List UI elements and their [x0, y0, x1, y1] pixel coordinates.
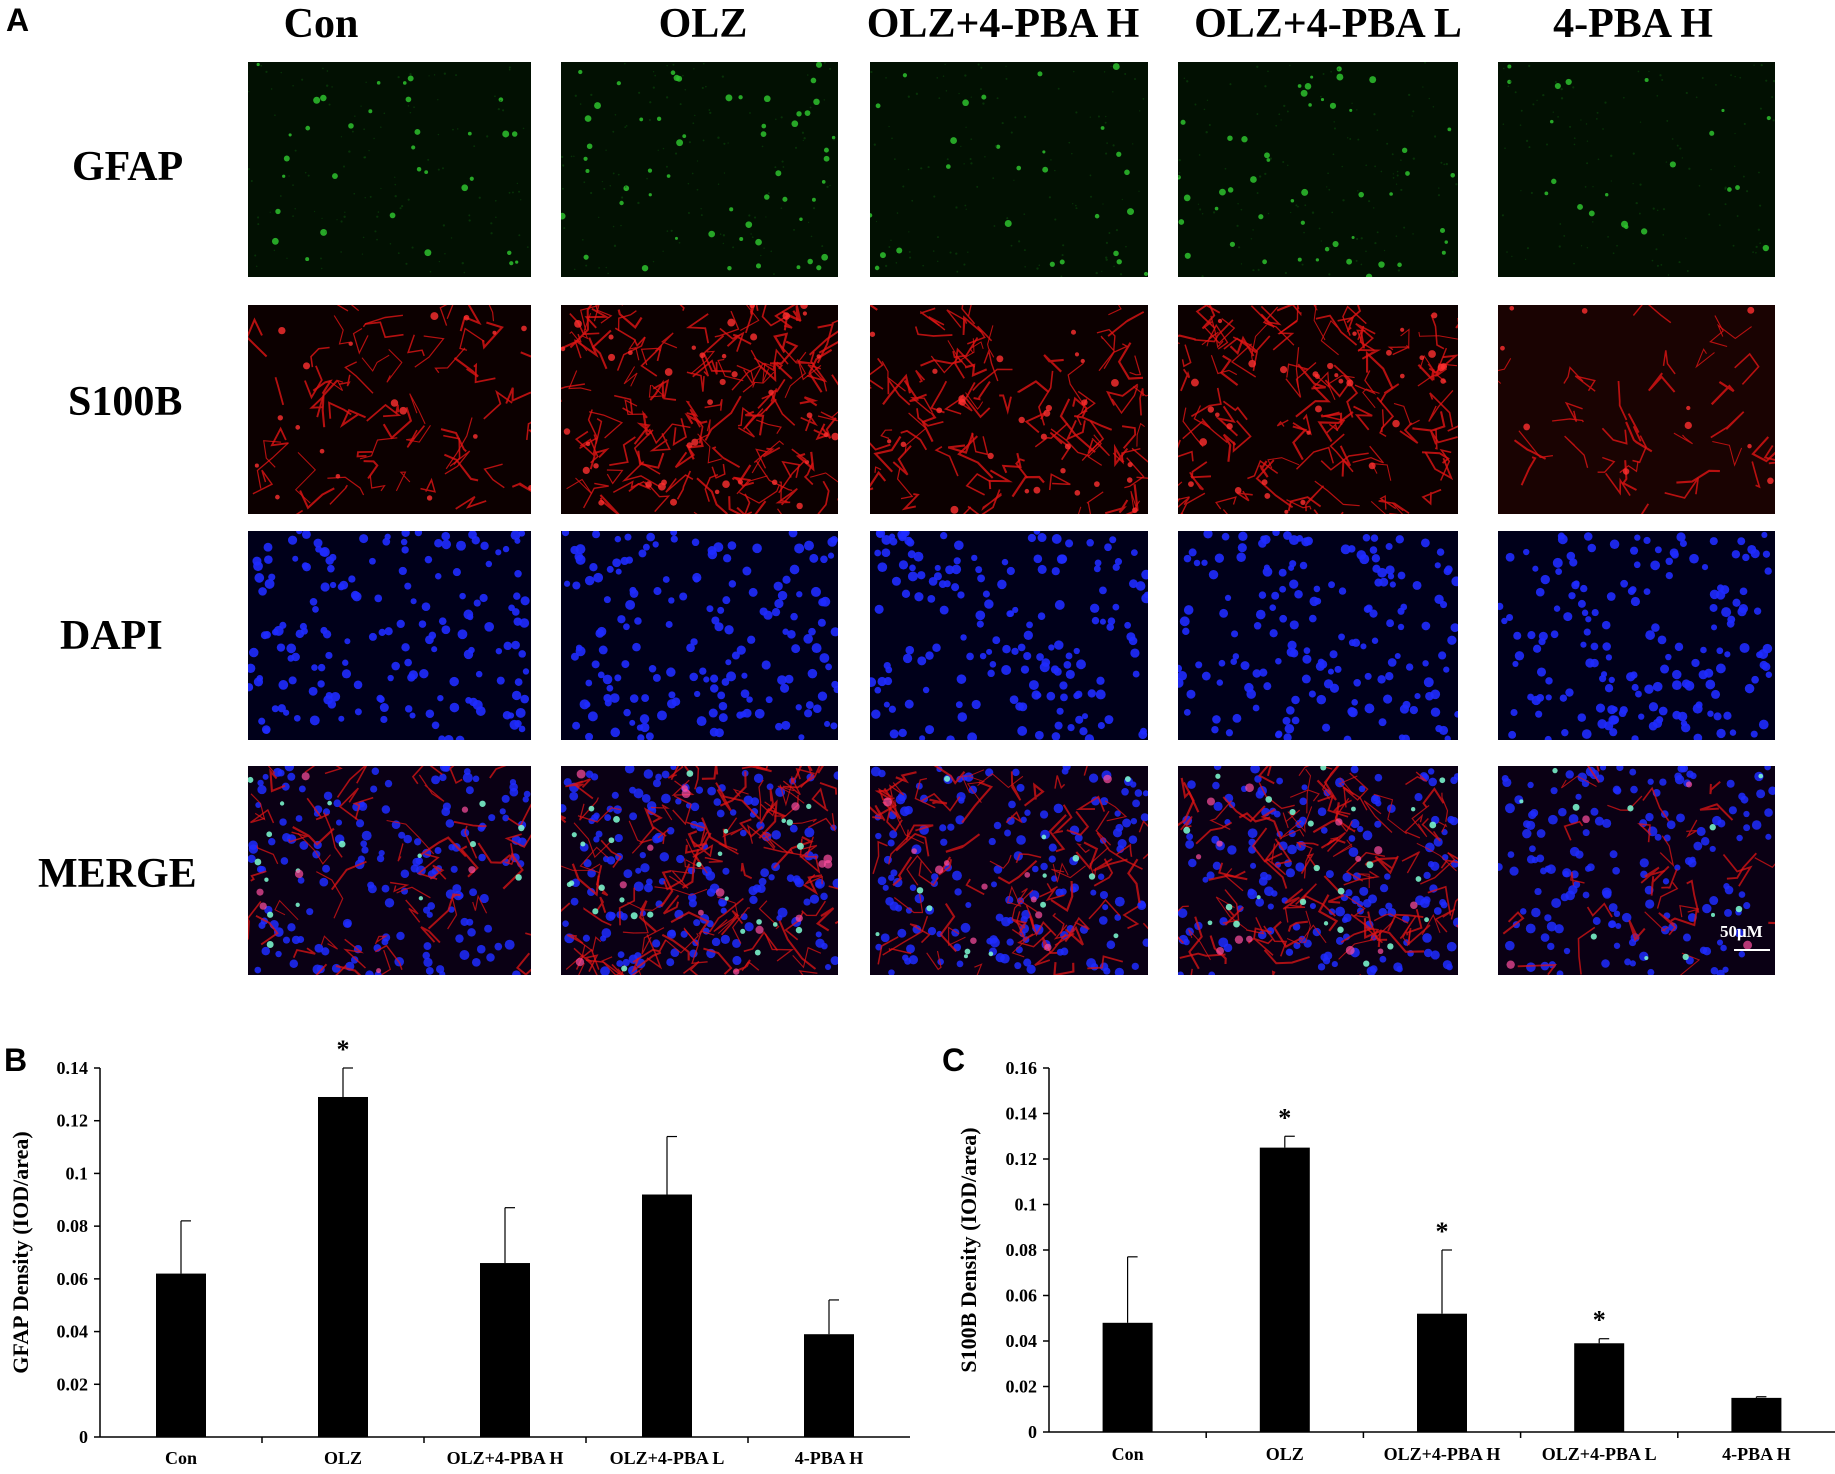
chart-b-x-tick-label: OLZ+4-PBA L — [610, 1448, 725, 1468]
chart-b-x-tick-label: OLZ — [324, 1448, 362, 1468]
chart-b-bar — [804, 1334, 854, 1437]
micrograph-merge-olz — [561, 766, 838, 975]
column-header-olz: OLZ — [658, 1, 748, 47]
chart-c-x-tick-label: Con — [1112, 1444, 1144, 1464]
chart-b-y-axis-title: GFAP Density (IOD/area) — [8, 1131, 33, 1373]
micrograph-merge-con — [248, 766, 531, 975]
micrograph-merge-4pba-h — [1498, 766, 1775, 975]
chart-c-y-tick-label: 0.1 — [1015, 1195, 1038, 1215]
chart-b-bar — [480, 1263, 530, 1437]
micrograph-dapi-olz-4pba-l — [1178, 531, 1458, 740]
chart-b-y-tick-label: 0.02 — [57, 1374, 89, 1394]
chart-c-y-tick-label: 0.12 — [1006, 1149, 1038, 1169]
chart-b-y-tick-label: 0.12 — [57, 1111, 89, 1131]
chart-b-bar — [642, 1194, 692, 1437]
panel-c-label: C — [942, 1042, 966, 1078]
chart-c-x-tick-label: OLZ+4-PBA L — [1542, 1444, 1657, 1464]
chart-c-bar — [1259, 1147, 1310, 1432]
row-header-gfap: GFAP — [72, 144, 184, 190]
chart-b-y-tick-label: 0.08 — [57, 1216, 89, 1236]
micrograph-s100b-4pba-h — [1498, 305, 1775, 514]
chart-c-y-tick-label: 0.14 — [1006, 1104, 1038, 1124]
chart-b-y-tick-label: 0.06 — [57, 1269, 89, 1289]
micrograph-gfap-con — [248, 62, 531, 277]
chart-c-y-tick-label: 0.02 — [1006, 1377, 1038, 1397]
chart-b-x-tick-label: Con — [165, 1448, 197, 1468]
chart-c-x-tick-label: OLZ+4-PBA H — [1384, 1444, 1501, 1464]
micrograph-s100b-olz-4pba-h — [870, 305, 1148, 514]
chart-b-y-tick-label: 0.14 — [57, 1058, 89, 1078]
chart-b-bar — [318, 1096, 368, 1437]
chart-c-y-tick-label: 0.08 — [1006, 1240, 1038, 1260]
scale-bar-label: 50μM — [1720, 922, 1763, 941]
chart-b-y-tick-label: 0 — [79, 1427, 88, 1447]
chart-c-y-tick-label: 0 — [1028, 1422, 1037, 1442]
chart-c-y-tick-label: 0.16 — [1006, 1058, 1038, 1078]
panel-a-label: A — [6, 2, 30, 38]
scale-bar — [1734, 949, 1770, 951]
chart-c-y-tick-label: 0.04 — [1006, 1331, 1038, 1351]
micrograph-dapi-olz — [561, 531, 838, 740]
column-header-con: Con — [283, 1, 359, 47]
chart-b-significance-mark: * — [337, 1035, 350, 1064]
chart-c-bar — [1574, 1343, 1625, 1432]
micrograph-merge-olz-4pba-h — [870, 766, 1148, 975]
micrograph-gfap-4pba-h — [1498, 62, 1775, 277]
chart-b-x-tick-label: OLZ+4-PBA H — [447, 1448, 564, 1468]
chart-c-bar — [1417, 1313, 1467, 1432]
chart-c-significance-mark: * — [1436, 1217, 1449, 1246]
micrograph-s100b-con — [248, 305, 531, 514]
chart-c-x-tick-label: OLZ — [1266, 1444, 1304, 1464]
micrograph-merge-olz-4pba-l — [1178, 766, 1458, 975]
column-header-olz-4pba-l: OLZ+4-PBA L — [1194, 1, 1462, 47]
chart-c-bar — [1102, 1322, 1153, 1432]
row-header-dapi: DAPI — [60, 613, 163, 659]
micrograph-s100b-olz — [561, 305, 838, 514]
micrograph-dapi-olz-4pba-h — [870, 531, 1148, 740]
micrograph-gfap-olz-4pba-l — [1178, 62, 1458, 277]
chart-b-bar — [156, 1273, 206, 1437]
column-header-4pba-h: 4-PBA H — [1553, 1, 1713, 47]
panel-b-label: B — [4, 1042, 28, 1078]
micrograph-s100b-olz-4pba-l — [1178, 305, 1458, 514]
chart-b-y-tick-label: 0.1 — [66, 1163, 89, 1183]
micrograph-dapi-con — [248, 531, 531, 740]
chart-c-x-tick-label: 4-PBA H — [1722, 1444, 1791, 1464]
row-header-s100b: S100B — [68, 379, 183, 425]
chart-c-significance-mark: * — [1278, 1103, 1291, 1132]
chart-c-significance-mark: * — [1593, 1306, 1606, 1335]
chart-c-y-axis-title: S100B Density (IOD/area) — [956, 1127, 981, 1372]
chart-c-y-tick-label: 0.06 — [1006, 1286, 1038, 1306]
row-header-merge: MERGE — [38, 851, 197, 897]
micrograph-dapi-4pba-h — [1498, 531, 1775, 740]
chart-c-bar — [1731, 1397, 1782, 1432]
micrograph-gfap-olz — [561, 62, 838, 277]
chart-b-y-tick-label: 0.04 — [57, 1322, 89, 1342]
micrograph-gfap-olz-4pba-h — [870, 62, 1148, 277]
column-header-olz-4pba-h: OLZ+4-PBA H — [866, 1, 1140, 47]
chart-b-x-tick-label: 4-PBA H — [795, 1448, 864, 1468]
